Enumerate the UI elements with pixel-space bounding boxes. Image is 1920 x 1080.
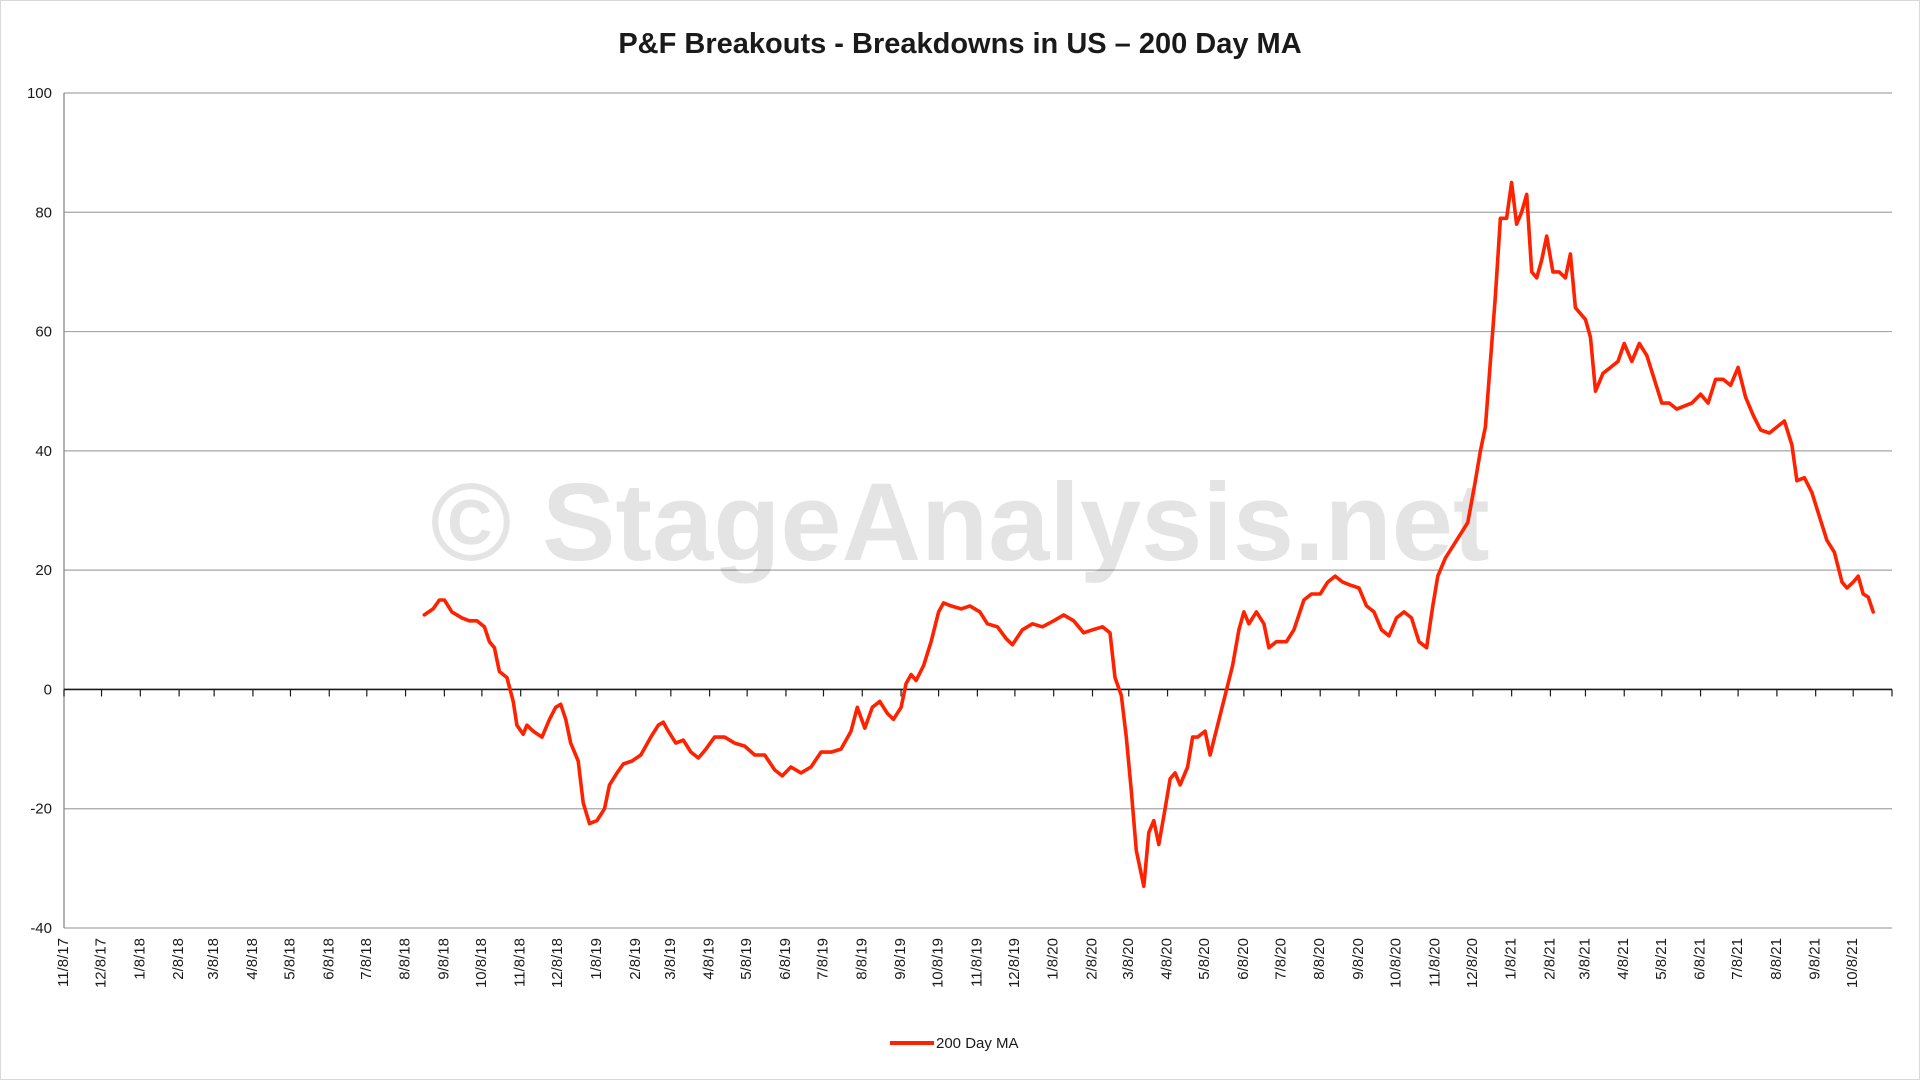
x-tick-label: 1/8/20 xyxy=(1045,938,1062,980)
x-tick-label: 12/8/18 xyxy=(549,938,566,988)
x-tick-label: 1/8/18 xyxy=(131,938,148,980)
x-tick-label: 4/8/20 xyxy=(1159,938,1176,980)
series-layer xyxy=(422,180,1875,889)
x-tick-label: 7/8/19 xyxy=(814,938,831,980)
x-tick-label: 3/8/20 xyxy=(1120,938,1137,980)
x-tick-label: 3/8/19 xyxy=(662,938,679,980)
x-tick-label: 6/8/19 xyxy=(777,938,794,980)
series-line-200-day-ma xyxy=(422,180,1875,889)
x-tick-label: 1/8/19 xyxy=(588,938,605,980)
y-tick-label: 20 xyxy=(35,562,52,579)
x-tick-label: 12/8/17 xyxy=(93,938,110,988)
x-tick-label: 7/8/21 xyxy=(1729,938,1746,980)
chart-title: P&F Breakouts - Breakdowns in US – 200 D… xyxy=(618,28,1301,60)
x-tick-label: 9/8/19 xyxy=(892,938,909,980)
x-tick-label: 5/8/18 xyxy=(281,938,298,980)
x-tick-label: 8/8/19 xyxy=(853,938,870,980)
x-tick-label: 8/8/20 xyxy=(1311,938,1328,980)
x-tick-label: 2/8/18 xyxy=(170,938,187,980)
x-tick-label: 11/8/19 xyxy=(968,938,985,987)
axes xyxy=(63,93,1892,928)
x-tick-label: 5/8/19 xyxy=(738,938,755,980)
x-tick-label: 6/8/21 xyxy=(1692,938,1709,980)
y-tick-label: 40 xyxy=(35,443,52,460)
y-tick-label: 0 xyxy=(44,681,52,698)
x-tick-label: 3/8/18 xyxy=(205,938,222,980)
x-tick-label: 6/8/20 xyxy=(1235,938,1252,980)
y-tick-label: 100 xyxy=(27,85,52,102)
x-tick-label: 10/8/18 xyxy=(473,938,490,988)
x-tick-label: 9/8/18 xyxy=(435,938,452,980)
x-axis-tick-labels: 11/8/17 12/8/17 1/8/18 2/8/18 3/8/18 4/8/18 5/… xyxy=(55,689,1893,988)
x-tick-label: 10/8/19 xyxy=(930,938,947,988)
x-tick-label: 4/8/21 xyxy=(1615,938,1632,980)
x-tick-label: 6/8/18 xyxy=(320,938,337,980)
x-tick-label: 8/8/21 xyxy=(1768,938,1785,980)
x-tick-label: 2/8/20 xyxy=(1083,938,1100,980)
y-tick-label: -40 xyxy=(30,920,52,937)
y-tick-label: 60 xyxy=(35,324,52,341)
x-tick-label: 11/8/17 xyxy=(55,938,72,987)
x-tick-label: 7/8/20 xyxy=(1272,938,1289,980)
x-tick-label: 8/8/18 xyxy=(397,938,414,980)
legend: 200 Day MA xyxy=(890,1035,1019,1052)
watermark-text: © StageAnalysis.net xyxy=(430,461,1489,584)
x-tick-label: 12/8/20 xyxy=(1464,938,1481,988)
x-tick-label: 9/8/21 xyxy=(1807,938,1824,980)
legend-label: 200 Day MA xyxy=(936,1035,1019,1052)
x-tick-label: 10/8/21 xyxy=(1844,938,1861,988)
x-tick-label: 4/8/18 xyxy=(244,938,261,980)
y-axis-tick-labels: 100 80 60 40 20 0 -20 -40 xyxy=(27,85,52,937)
x-tick-label: 1/8/21 xyxy=(1503,938,1520,980)
x-tick-label: 12/8/19 xyxy=(1006,938,1023,988)
x-tick-label: 5/8/21 xyxy=(1653,938,1670,980)
x-tick-label: 2/8/19 xyxy=(627,938,644,980)
x-tick-label: 5/8/20 xyxy=(1196,938,1213,980)
x-tick-label: 10/8/20 xyxy=(1388,938,1405,988)
x-tick-label: 11/8/18 xyxy=(512,938,529,987)
x-tick-label: 4/8/19 xyxy=(701,938,718,980)
y-tick-label: -20 xyxy=(30,801,52,818)
y-tick-label: 80 xyxy=(35,204,52,221)
x-tick-label: 9/8/20 xyxy=(1350,938,1367,980)
x-tick-label: 11/8/20 xyxy=(1426,938,1443,987)
x-tick-label: 7/8/18 xyxy=(358,938,375,980)
x-tick-label: 2/8/21 xyxy=(1541,938,1558,980)
x-tick-label: 3/8/21 xyxy=(1576,938,1593,980)
